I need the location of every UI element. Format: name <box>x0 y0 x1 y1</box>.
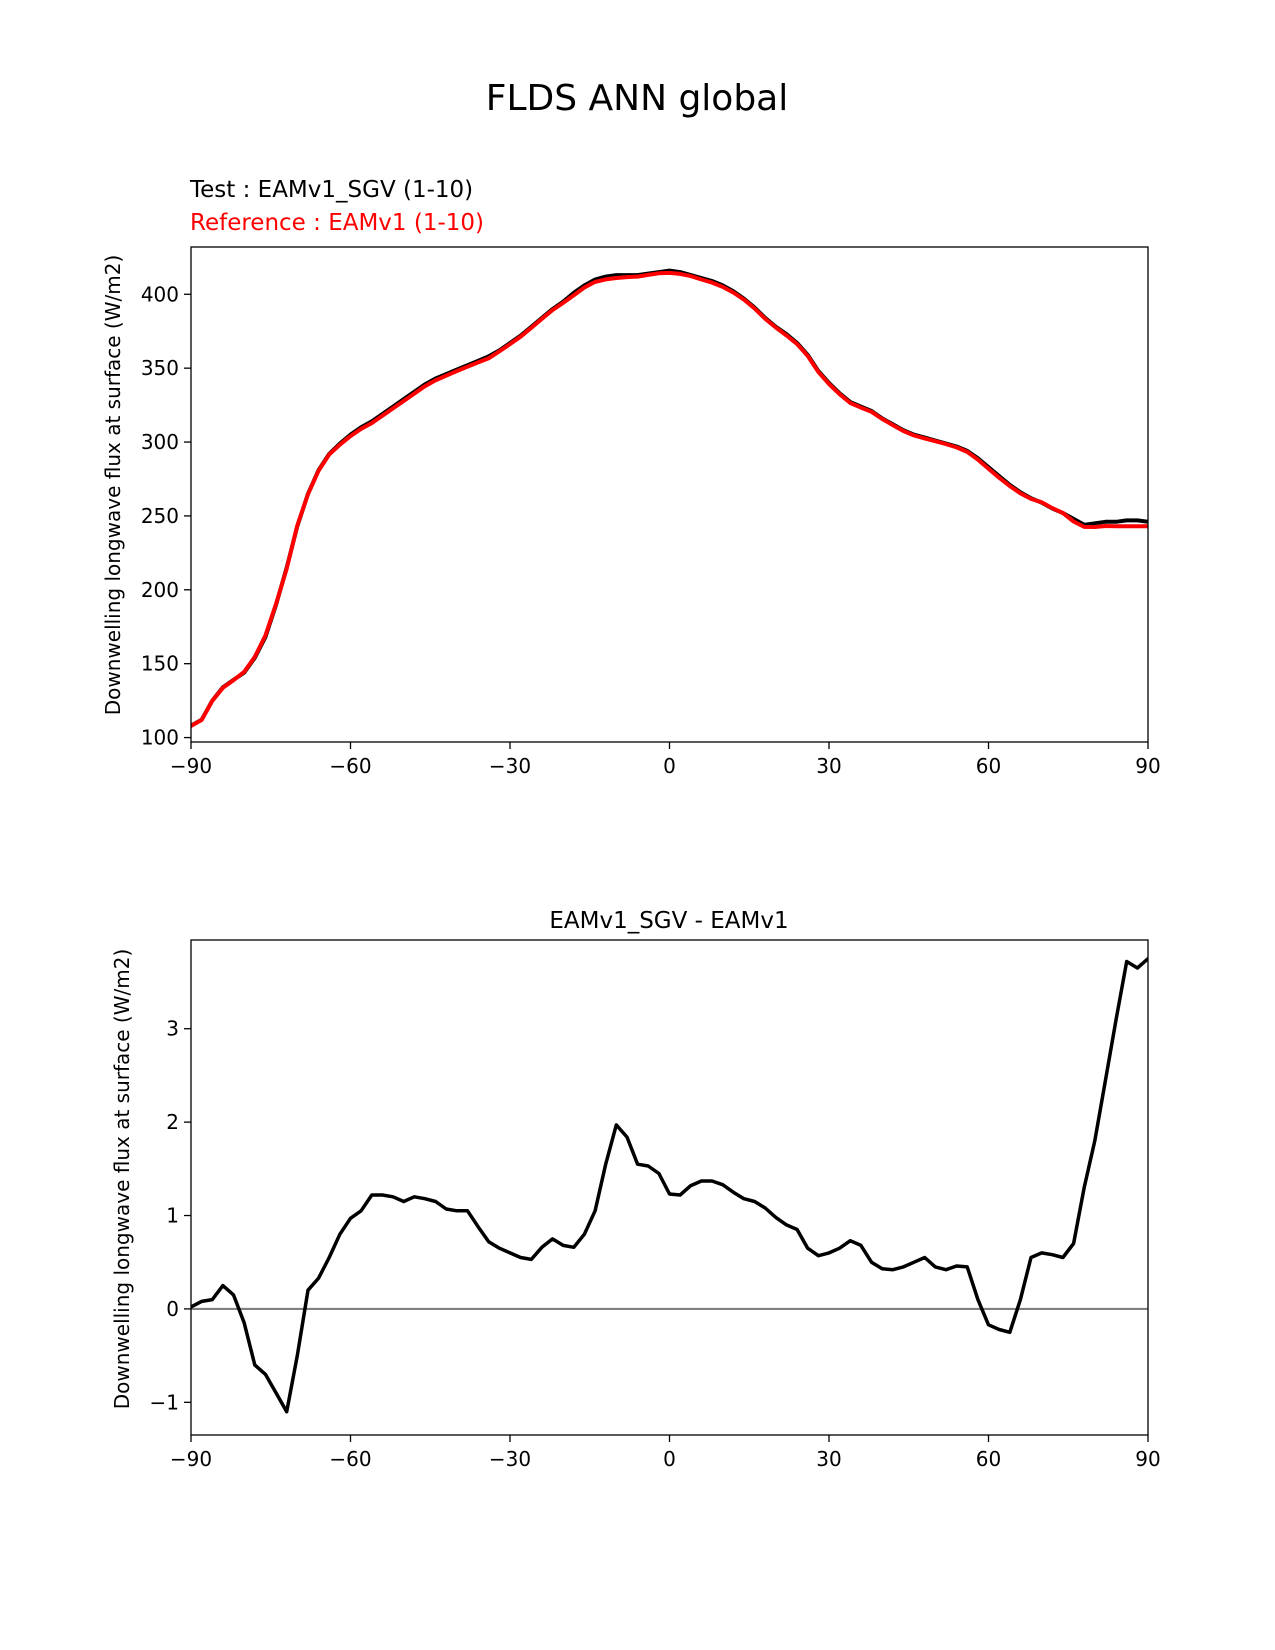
bottom-x-tick-label: 90 <box>1135 1447 1160 1471</box>
bottom-x-tick-label: 60 <box>976 1447 1001 1471</box>
top-y-tick-label: 150 <box>141 652 179 676</box>
top-y-axis-label: Downwelling longwave flux at surface (W/… <box>101 255 125 716</box>
top-y-tick-label: 200 <box>141 578 179 602</box>
top-y-tick-label: 350 <box>141 356 179 380</box>
top-x-tick-label: 60 <box>976 754 1001 778</box>
bottom-panel: EAMv1_SGV - EAMv1 Downwelling longwave f… <box>110 908 1161 1471</box>
bottom-y-tick-label: 2 <box>166 1110 179 1134</box>
bottom-x-tick-label: −90 <box>170 1447 212 1471</box>
top-y-tick-label: 250 <box>141 504 179 528</box>
top-panel: Test : EAMv1_SGV (1-10) Reference : EAMv… <box>101 177 1161 778</box>
top-y-tick-label: 300 <box>141 430 179 454</box>
difference-series-line <box>191 956 1148 1414</box>
bottom-plot-frame <box>190 939 1149 1436</box>
top-plot-frame <box>190 246 1149 743</box>
top-y-tick-label: 400 <box>141 282 179 306</box>
bottom-x-tick-label: −60 <box>329 1447 371 1471</box>
bottom-x-tick-label: −30 <box>489 1447 531 1471</box>
top-x-tick-label: 90 <box>1135 754 1160 778</box>
bottom-y-tick-label: 0 <box>166 1297 179 1321</box>
top-x-tick-label: −60 <box>329 754 371 778</box>
bottom-y-axis-label: Downwelling longwave flux at surface (W/… <box>110 949 134 1410</box>
reference-label: Reference : EAMv1 (1-10) <box>190 210 484 236</box>
bottom-y-tick-label: 3 <box>166 1017 179 1041</box>
top-x-tick-label: 30 <box>816 754 841 778</box>
figure-title: FLDS ANN global <box>486 78 789 119</box>
test-series-line <box>191 268 1148 728</box>
top-y-tick-label: 100 <box>141 726 179 750</box>
top-x-tick-label: −30 <box>489 754 531 778</box>
bottom-series <box>191 956 1148 1414</box>
bottom-y-tick-label: 1 <box>166 1204 179 1228</box>
top-ticks: −90 −60 −30 0 30 60 90 100 150 200 250 300 350 400 <box>141 282 1161 778</box>
bottom-ticks: −90 −60 −30 0 30 60 90 −1 0 1 2 3 <box>150 1017 1161 1471</box>
top-x-tick-label: 0 <box>663 754 676 778</box>
bottom-x-tick-label: 30 <box>816 1447 841 1471</box>
top-x-tick-label: −90 <box>170 754 212 778</box>
difference-title: EAMv1_SGV - EAMv1 <box>549 908 788 934</box>
top-series <box>191 268 1148 728</box>
bottom-y-tick-label: −1 <box>150 1390 179 1414</box>
test-label: Test : EAMv1_SGV (1-10) <box>189 177 473 203</box>
bottom-x-tick-label: 0 <box>663 1447 676 1471</box>
reference-series-line <box>191 270 1148 728</box>
